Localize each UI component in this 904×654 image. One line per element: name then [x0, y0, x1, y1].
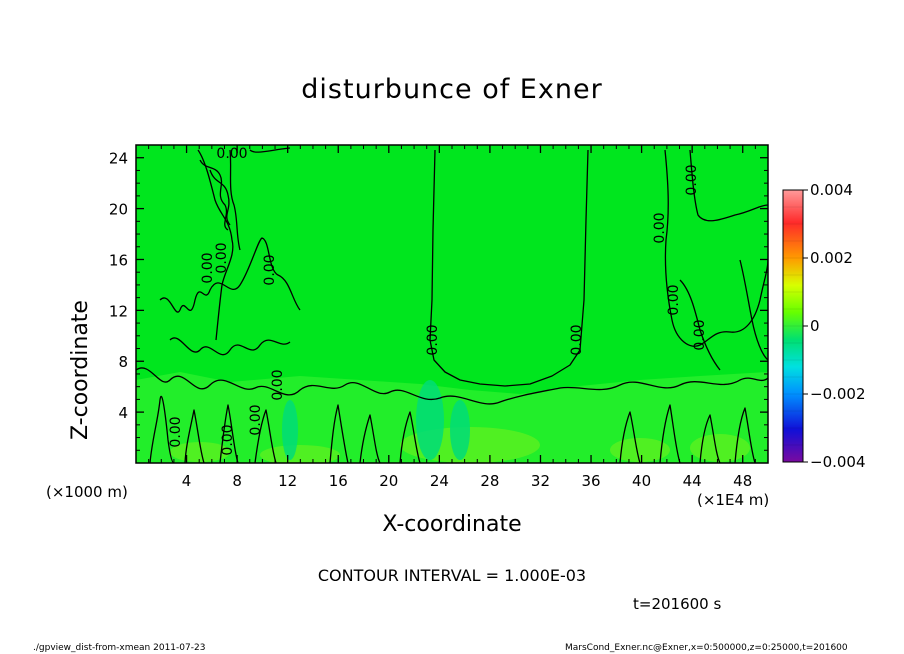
x-tick-label: 28 — [480, 472, 499, 490]
contour-line — [197, 149, 234, 341]
y-tick-label: 24 — [109, 150, 128, 168]
contour-label: 0.00 — [248, 404, 264, 435]
footer-right: MarsCond_Exner.nc@Exner,x=0:500000,z=0:2… — [565, 643, 848, 653]
contour-line — [229, 149, 241, 251]
contour-label: 0.00 — [216, 146, 247, 162]
contour-label: 0.00 — [168, 416, 184, 447]
x-tick-label: 12 — [278, 472, 297, 490]
contour-label: 0.00 — [214, 242, 230, 273]
y-axis-unit: (×1000 m) — [46, 483, 128, 501]
contour-label: 0.00 — [262, 254, 278, 285]
x-axis-unit: (×1E4 m) — [697, 491, 770, 509]
contour-label: 0.00 — [652, 212, 668, 243]
contour-line — [399, 411, 421, 463]
field-positive-patch — [610, 438, 670, 462]
contour-line — [199, 159, 229, 231]
colorbar-tick-label: 0.004 — [810, 181, 853, 199]
contour-line — [734, 407, 756, 463]
x-tick-label: 24 — [430, 472, 449, 490]
x-tick-label: 8 — [232, 472, 242, 490]
x-tick-label: 44 — [683, 472, 702, 490]
contour-label: 0.00 — [666, 284, 682, 315]
contour-line — [619, 411, 641, 463]
contour-line — [169, 337, 291, 356]
y-tick-label: 8 — [118, 353, 128, 371]
contour-label: 0.00 — [200, 252, 216, 283]
footer-left: ./gpview_dist-from-xmean 2011-07-23 — [33, 643, 206, 653]
x-tick-label: 32 — [531, 472, 550, 490]
contour-line — [679, 279, 721, 371]
colorbar-tick-label: 0 — [810, 317, 820, 335]
contour-layer — [136, 147, 768, 463]
contour-line — [329, 404, 349, 463]
field-negative-patch — [450, 400, 470, 460]
x-axis-label: X-coordinate — [382, 512, 522, 537]
contour-line — [249, 147, 291, 153]
colorbar-tick-label: −0.004 — [810, 453, 866, 471]
contour-line — [159, 237, 301, 313]
contour-line — [689, 149, 768, 222]
contour-label: 0.00 — [270, 369, 286, 400]
x-tick-label: 20 — [379, 472, 398, 490]
contour-interval-text: CONTOUR INTERVAL = 1.000E-03 — [317, 566, 587, 585]
x-tick-label: 4 — [182, 472, 192, 490]
contour-line — [429, 149, 589, 387]
contour-label: 0.00 — [569, 324, 585, 355]
contour-labels: 0.000.000.00 0.000.000.000.000.000.00 0.00… — [168, 146, 708, 456]
field-negative-patch — [416, 380, 444, 460]
y-axis: 4 8 12 16 20 24 — [109, 150, 768, 451]
contour-line — [359, 414, 381, 463]
contour-line — [739, 259, 768, 361]
contour-line — [699, 414, 721, 463]
chart-title: disturbunce of Exner — [301, 74, 603, 105]
x-tick-label: 16 — [329, 472, 348, 490]
colorbar-tick-label: 0.002 — [810, 249, 853, 267]
y-tick-label: 12 — [109, 302, 128, 320]
field-positive-patch — [690, 434, 750, 462]
contour-label: 0.00 — [684, 164, 700, 195]
contour-line — [149, 396, 175, 463]
time-label: t=201600 s — [633, 595, 722, 613]
x-tick-label: 40 — [632, 472, 651, 490]
contour-line — [209, 169, 231, 226]
contour-label: 0.00 — [220, 424, 236, 455]
colorbar-tick-label: −0.002 — [810, 385, 866, 403]
contour-line — [659, 404, 681, 463]
contour-label: 0.00 — [425, 324, 441, 355]
y-tick-label: 16 — [109, 251, 128, 269]
colorbar: 0.004 0.002 0 −0.002 −0.004 — [782, 181, 866, 471]
contour-line — [184, 409, 205, 463]
x-tick-label: 36 — [581, 472, 600, 490]
x-axis: 4 8 12 16 20 24 28 32 36 40 44 48 — [148, 145, 756, 490]
field-negative-patch — [282, 400, 298, 460]
contour-line — [664, 149, 768, 347]
contour-line — [136, 367, 768, 405]
contour-label: 0.00 — [692, 319, 708, 350]
contour-line — [219, 404, 239, 463]
y-tick-label: 20 — [109, 201, 128, 219]
contour-line — [254, 409, 277, 463]
field-layer — [136, 145, 768, 463]
field-positive-patch — [260, 445, 340, 463]
x-tick-label: 48 — [733, 472, 752, 490]
y-tick-label: 4 — [118, 404, 128, 422]
